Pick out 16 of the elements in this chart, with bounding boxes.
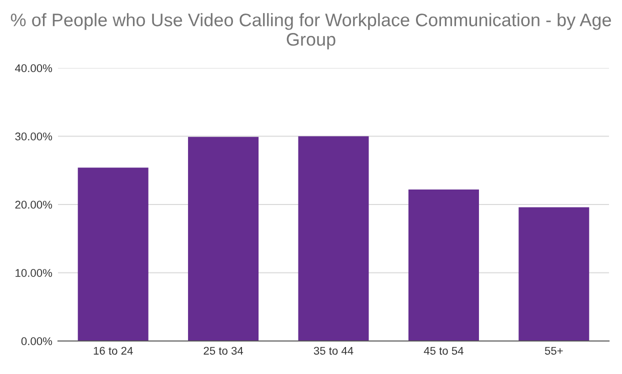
bar: [188, 136, 259, 341]
y-tick-label: 0.00%: [21, 337, 52, 346]
chart-title: % of People who Use Video Calling for Workplace Communication - by Age Group: [10, 13, 611, 50]
x-tick-label: 55+: [544, 346, 563, 355]
bar: [518, 207, 590, 341]
y-tick-label: 10.00%: [16, 269, 52, 277]
y-tick-label: 30.00%: [15, 132, 52, 140]
bar: [78, 168, 148, 341]
x-tick-label: 35 to 44: [314, 346, 354, 355]
bar: [408, 189, 479, 341]
y-tick-label: 40.00%: [15, 64, 52, 72]
bar: [298, 136, 369, 341]
y-tick-label: 20.00%: [15, 200, 52, 209]
x-tick-label: 25 to 34: [204, 346, 244, 355]
x-tick-label: 16 to 24: [94, 346, 133, 355]
x-tick-label: 45 to 54: [424, 346, 464, 355]
